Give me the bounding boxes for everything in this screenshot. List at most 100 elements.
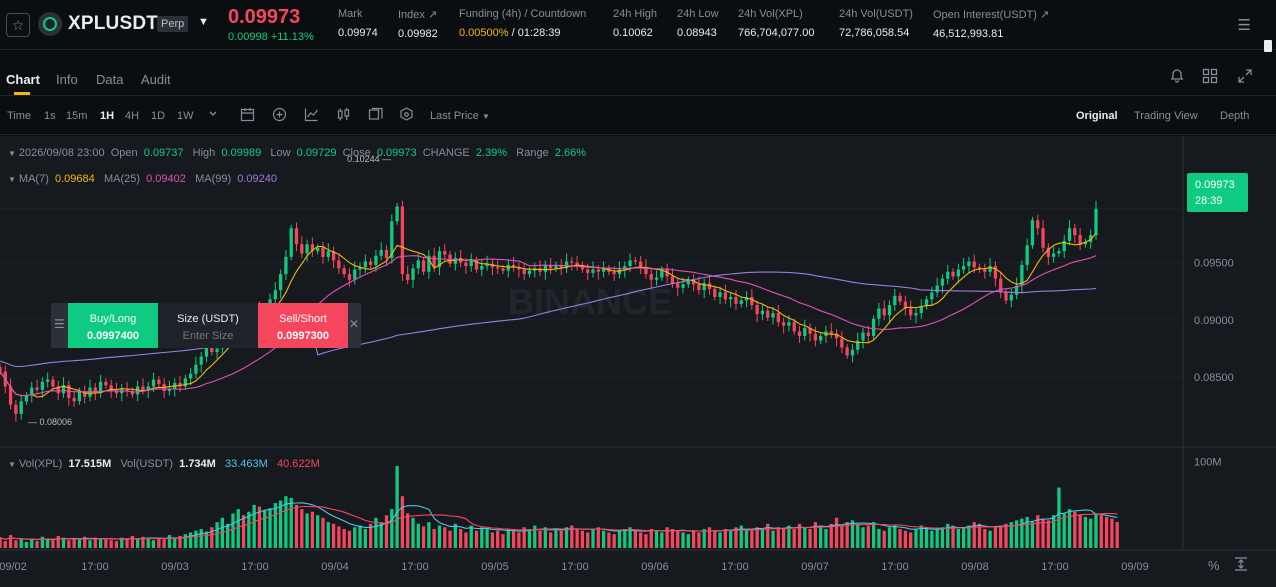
volume-bar	[824, 529, 828, 548]
dropdown-caret-icon[interactable]	[208, 107, 218, 124]
template-icon[interactable]	[368, 107, 384, 125]
favorite-star-icon[interactable]: ☆	[6, 13, 30, 37]
auto-fit-icon[interactable]	[1234, 557, 1248, 574]
tab-data[interactable]: Data	[96, 72, 124, 87]
candle-body	[151, 379, 156, 387]
volume-bar	[379, 522, 383, 548]
candle-body	[734, 297, 738, 304]
collapse-caret-icon[interactable]: ▼	[8, 460, 16, 469]
close-label: Close	[342, 147, 371, 159]
last-price: 0.09973	[228, 6, 301, 28]
interval-1w[interactable]: 1W	[177, 110, 194, 122]
stat-label: Open Interest(USDT) ↗	[933, 9, 1050, 21]
candle-body	[1062, 240, 1066, 252]
add-indicator-icon[interactable]	[272, 107, 287, 125]
vol-usdt-label: Vol(USDT)	[120, 458, 174, 470]
candle-body	[554, 264, 558, 269]
calendar-icon[interactable]	[240, 107, 255, 125]
candle-body	[485, 263, 489, 267]
symbol-name[interactable]: XPLUSDT	[68, 13, 159, 34]
buy-price: 0.0997400	[87, 330, 139, 342]
volume-bar	[1094, 513, 1098, 548]
menu-icon[interactable]: ☰	[1237, 17, 1251, 34]
volume-bar	[972, 522, 976, 548]
candle-body	[83, 390, 87, 397]
volume-bar	[766, 523, 770, 548]
volume-bar	[35, 541, 39, 548]
funding-countdown: / 01:28:39	[508, 27, 561, 39]
candle-body	[1004, 292, 1008, 301]
candles-icon[interactable]	[336, 107, 351, 125]
interval-15m[interactable]: 15m	[66, 110, 88, 122]
candle-body	[702, 283, 706, 291]
volume-bar	[1083, 516, 1088, 548]
collapse-caret-icon[interactable]: ▼	[8, 175, 16, 184]
volume-bar	[707, 527, 712, 548]
close-icon[interactable]: ✕	[349, 317, 360, 331]
price-type-select[interactable]: Last Price ▼	[430, 110, 490, 122]
candle-body	[1036, 220, 1040, 229]
volume-bar	[3, 541, 7, 548]
candle-body	[157, 379, 161, 385]
volume-bar	[400, 496, 405, 548]
interval-1h[interactable]: 1H	[100, 110, 115, 122]
scrollbar-thumb[interactable]	[1264, 40, 1272, 52]
volume-bar	[533, 525, 537, 548]
volume-bar	[988, 530, 992, 548]
time-tick-label: 17:00	[881, 561, 909, 573]
tab-audit[interactable]: Audit	[141, 72, 171, 87]
size-input[interactable]	[163, 330, 253, 342]
volume-bar	[104, 539, 108, 548]
settings-shield-icon[interactable]	[399, 107, 414, 125]
sell-short-button[interactable]: Sell/Short 0.0997300	[258, 303, 348, 348]
time-tick-label: 17:00	[721, 561, 749, 573]
size-field[interactable]: Size (USDT)	[158, 303, 258, 348]
view-trading-view[interactable]: Trading View	[1134, 110, 1198, 122]
volume-bar	[88, 540, 92, 548]
volume-bar	[914, 529, 918, 548]
interval-1s[interactable]: 1s	[44, 110, 56, 122]
volume-bar	[898, 529, 902, 548]
sell-price: 0.0997300	[277, 330, 329, 342]
volume-bar	[284, 496, 288, 548]
view-depth[interactable]: Depth	[1220, 110, 1250, 122]
symbol-dropdown-icon[interactable]: ▼	[198, 16, 209, 28]
interval-4h[interactable]: 4H	[125, 110, 140, 122]
time-tick-label: 09/08	[961, 561, 989, 573]
percent-scale-icon[interactable]: %	[1208, 558, 1220, 573]
fullscreen-icon[interactable]	[1237, 68, 1253, 88]
volume-bar	[480, 527, 484, 548]
high-label: High	[192, 147, 216, 159]
volume-bar	[469, 525, 473, 548]
line-chart-icon[interactable]	[304, 107, 319, 125]
candle-body	[368, 261, 373, 265]
volume-bar	[326, 522, 330, 548]
candle-body	[46, 379, 50, 382]
bell-icon[interactable]	[1169, 68, 1185, 88]
volume-bar	[940, 527, 945, 548]
drag-handle-icon[interactable]: ☰	[54, 317, 65, 331]
layout-grid-icon[interactable]	[1202, 68, 1218, 88]
tab-chart[interactable]: Chart	[6, 72, 40, 87]
stat-open-interest[interactable]: Open Interest(USDT) ↗ 46,512,993.81	[933, 8, 1049, 40]
ma7-value: 0.09684	[55, 173, 95, 185]
stat-index[interactable]: Index ↗ 0.09982	[398, 8, 438, 40]
tab-info[interactable]: Info	[56, 72, 78, 87]
interval-1d[interactable]: 1D	[151, 110, 166, 122]
view-original[interactable]: Original	[1076, 110, 1118, 122]
volume-bar	[141, 536, 145, 548]
volume-bar	[1020, 518, 1024, 548]
candle-body	[861, 332, 865, 341]
open-label: Open	[110, 147, 138, 159]
candle-body	[30, 387, 34, 396]
volume-bar	[893, 525, 897, 548]
buy-long-button[interactable]: Buy/Long 0.0997400	[68, 303, 158, 348]
volume-bar	[474, 530, 479, 548]
volume-bar	[739, 525, 743, 548]
candle-body	[797, 331, 802, 336]
collapse-caret-icon[interactable]: ▼	[8, 149, 16, 158]
interval-time[interactable]: Time	[7, 110, 32, 122]
vol-ma2-value: 40.622M	[277, 458, 320, 470]
ma25-label: MA(25)	[103, 173, 140, 185]
